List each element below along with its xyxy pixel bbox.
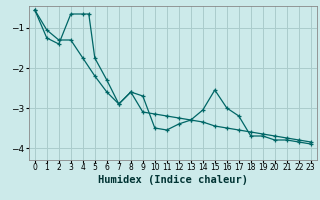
X-axis label: Humidex (Indice chaleur): Humidex (Indice chaleur) bbox=[98, 175, 248, 185]
